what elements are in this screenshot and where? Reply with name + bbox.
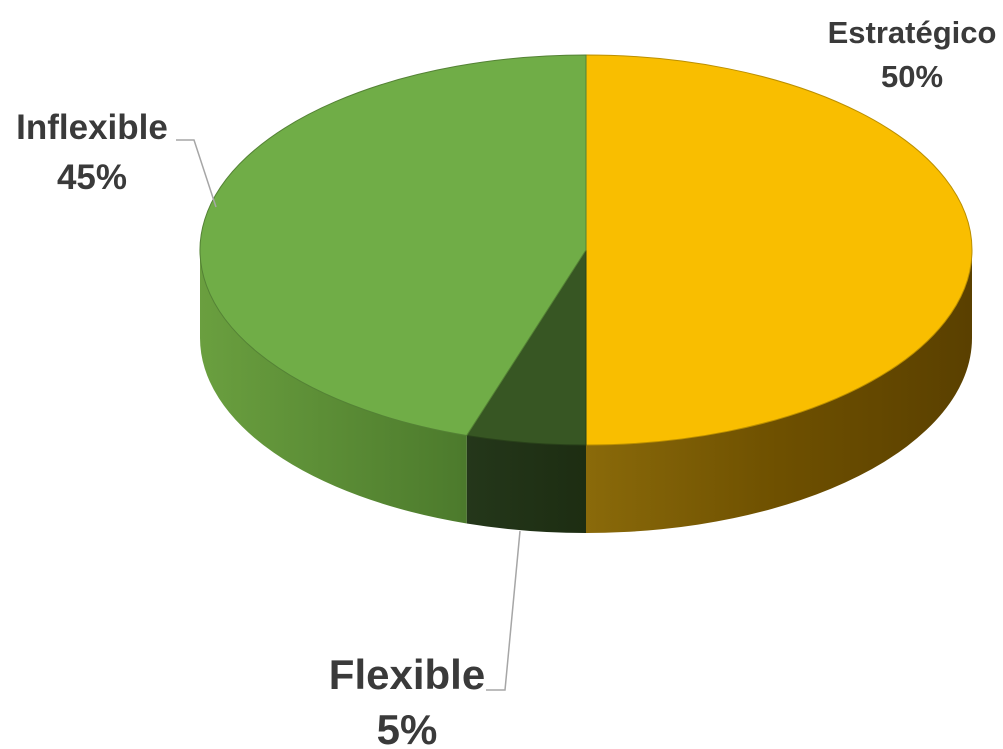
pie-side-estrategico	[586, 250, 972, 533]
leader-line-inflexible	[176, 139, 217, 208]
pie-sides	[200, 250, 972, 533]
pie-slice-inflexible	[199, 54, 587, 437]
pie-side-inflexible	[200, 250, 467, 524]
pie-tops	[199, 54, 973, 446]
leader-line-flexible	[486, 530, 521, 691]
pie-side-flexible	[466, 435, 586, 533]
label-value-estrategico: 50%	[881, 59, 943, 94]
label-value-inflexible: 45%	[57, 158, 127, 197]
pie-slice-estrategico	[585, 54, 973, 446]
leader-lines	[176, 139, 521, 691]
label-category-estrategico: Estratégico	[828, 15, 997, 50]
label-category-flexible: Flexible	[329, 651, 485, 698]
label-value-flexible: 5%	[377, 706, 438, 749]
label-category-inflexible: Inflexible	[16, 108, 168, 147]
